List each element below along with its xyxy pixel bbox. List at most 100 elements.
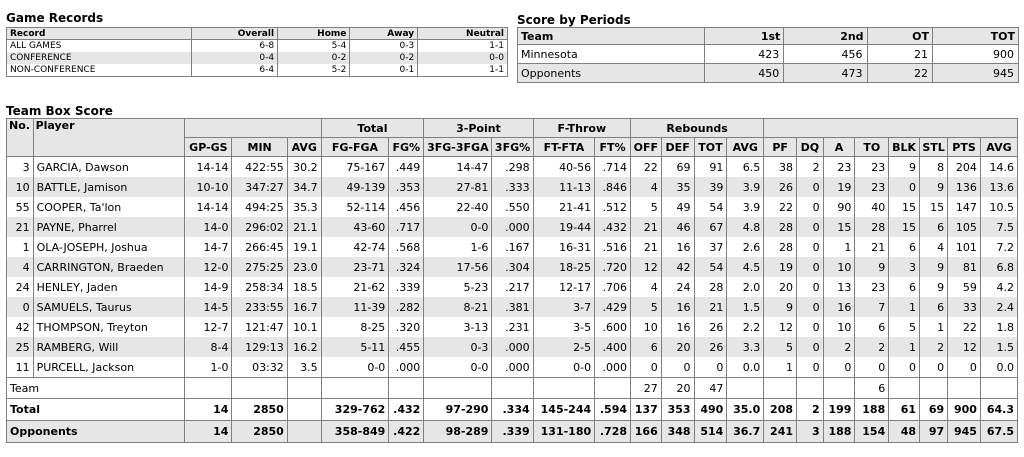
score-periods-cell: 423 (703, 44, 785, 64)
player-stat: .353 (388, 177, 425, 197)
box-score-col-header: OFF (630, 137, 662, 157)
team-stat (388, 377, 425, 399)
player-stat: .512 (594, 197, 632, 217)
player-stat: 0 (796, 177, 824, 197)
player-stat: 3.3 (726, 337, 765, 357)
player-stat: 0-0 (320, 357, 390, 378)
player-stat: 4 (918, 237, 949, 257)
opponents-row-stat: .728 (594, 420, 632, 443)
player-stat: 3 (888, 257, 920, 277)
player-stat: 15 (918, 197, 949, 217)
box-score-col-header: STL (918, 137, 949, 157)
box-score-col-header: PTS (947, 137, 981, 157)
total-row-stat (286, 398, 322, 421)
player-stat: 23 (822, 156, 856, 177)
player-stat: 19 (763, 257, 798, 277)
player-stat: 23-71 (320, 257, 390, 277)
player-stat: 43-60 (320, 217, 390, 237)
player-stat: 347:27 (231, 177, 288, 197)
player-stat: 28 (854, 217, 890, 237)
team-stat: 47 (693, 377, 728, 399)
player-stat: 4 (630, 277, 662, 297)
player-stat: 1.5 (726, 297, 765, 317)
team-stat (184, 377, 233, 399)
player-stat: .298 (491, 156, 534, 177)
opponents-row: Opponents 14 2850 358-849.422 98-289.339 131-… (5, 420, 1019, 443)
player-stat: 21 (854, 237, 890, 257)
player-stat: 16 (660, 297, 695, 317)
total-row-stat: 900 (947, 398, 981, 421)
player-stat: 1 (918, 317, 949, 337)
team-stat: 27 (630, 377, 662, 399)
team-stat (286, 377, 322, 399)
player-stat: 14-47 (423, 156, 493, 177)
player-stat: 0-0 (423, 217, 493, 237)
player-stat: 23 (854, 177, 890, 197)
player-stat: 10.5 (979, 197, 1019, 217)
team-box-score-title: Team Box Score (6, 104, 113, 118)
team-stat (918, 377, 949, 399)
player-stat: .304 (491, 257, 534, 277)
total-row-stat: 61 (888, 398, 920, 421)
player-row: 4 CARRINGTON, Braeden 12-0 275:25 23.0 23-71.… (6, 257, 1019, 277)
player-stat: 27-81 (423, 177, 493, 197)
player-name: OLA-JOSEPH, Joshua (32, 237, 186, 257)
player-stat: .456 (388, 197, 425, 217)
player-stat: 266:45 (231, 237, 288, 257)
player-stat: 30.2 (286, 156, 322, 177)
player-stat: 12-7 (184, 317, 233, 337)
game-records-cell: 1-1 (417, 39, 508, 52)
player-stat: 49 (660, 197, 695, 217)
player-stat: 34.7 (286, 177, 322, 197)
player-stat: .550 (491, 197, 534, 217)
box-score-col-header: DEF (660, 137, 695, 157)
player-stat: 24 (660, 277, 695, 297)
player-name: RAMBERG, Will (32, 337, 186, 357)
player-stat: 18-25 (532, 257, 596, 277)
box-score-col-header: FT-FTA (532, 137, 596, 157)
player-stat: 4.2 (979, 277, 1019, 297)
player-stat: .000 (388, 357, 425, 378)
player-stat: 21 (630, 237, 662, 257)
player-stat: 2.0 (726, 277, 765, 297)
player-stat: .432 (594, 217, 632, 237)
score-periods-header: Team (517, 27, 705, 45)
player-stat: 25 (6, 337, 34, 357)
game-records-title: Game Records (6, 11, 104, 25)
box-score-col-header: BLK (888, 137, 920, 157)
player-stat: .568 (388, 237, 425, 257)
opponents-row-stat: 14 (184, 420, 233, 443)
player-stat: 19 (822, 177, 856, 197)
total-row-stat: 2 (796, 398, 824, 421)
player-stat: 6 (888, 237, 920, 257)
player-stat: 275:25 (231, 257, 288, 277)
player-stat: 12 (763, 317, 798, 337)
opponents-row-stat: 514 (693, 420, 728, 443)
total-row: Total 14 2850 329-762.432 97-290.334 145-244.… (5, 398, 1019, 421)
player-name: HENLEY, Jaden (32, 277, 186, 297)
player-stat: 147 (947, 197, 981, 217)
player-stat: 5 (630, 197, 662, 217)
player-stat: 35.3 (286, 197, 322, 217)
total-row-stat: .432 (388, 398, 425, 421)
player-stat: 0 (796, 297, 824, 317)
player-stat: 1-6 (423, 237, 493, 257)
player-stat: 10 (822, 317, 856, 337)
box-score-col-header: DQ (796, 137, 824, 157)
opponents-row-stat: 2850 (231, 420, 288, 443)
player-stat: .000 (491, 337, 534, 357)
team-stat (726, 377, 765, 399)
player-stat: 5 (763, 337, 798, 357)
player-stat: 0-3 (423, 337, 493, 357)
player-stat: 6 (918, 297, 949, 317)
player-stat: 0.0 (726, 357, 765, 378)
player-stat: .000 (594, 357, 632, 378)
player-stat: .231 (491, 317, 534, 337)
box-score-col-header: FT% (594, 137, 632, 157)
score-periods-cell: 450 (703, 63, 785, 83)
player-stat: 3-5 (532, 317, 596, 337)
player-stat: 2.6 (726, 237, 765, 257)
player-stat: .000 (491, 217, 534, 237)
opponents-row-stat: 154 (854, 420, 890, 443)
opponents-row-stat: 241 (763, 420, 798, 443)
